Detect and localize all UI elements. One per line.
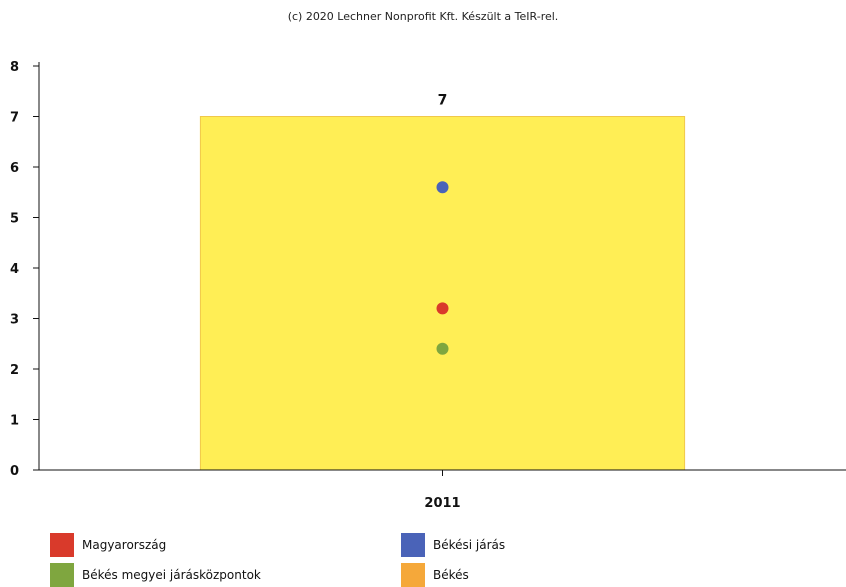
y-tick-label: 0 — [10, 464, 19, 479]
legend-swatch-magyarorszag — [50, 533, 74, 557]
x-tick-label: 2011 — [424, 496, 460, 511]
data-point — [436, 302, 449, 315]
y-tick-label: 1 — [10, 414, 19, 429]
y-tick-label: 3 — [10, 313, 19, 328]
legend-item-magyarorszag[interactable]: Magyarország — [50, 533, 166, 557]
y-tick-label: 7 — [10, 111, 19, 126]
legend-label-bekes: Békés — [433, 568, 469, 582]
bar — [199, 116, 686, 471]
y-tick-label: 8 — [10, 60, 19, 75]
legend-item-bekes[interactable]: Békés — [401, 563, 469, 587]
y-tick-label: 6 — [10, 161, 19, 176]
y-tick-label: 4 — [10, 262, 19, 277]
legend-swatch-bekes-megyei-jaraskozpontok — [50, 563, 74, 587]
legend-swatch-bekesi-jaras — [401, 533, 425, 557]
legend-item-bekes-megyei-jaraskozpontok[interactable]: Békés megyei járásközpontok — [50, 563, 261, 587]
y-tick-label: 5 — [10, 212, 19, 227]
legend-label-magyarorszag: Magyarország — [82, 538, 167, 552]
legend-item-bekesi-jaras[interactable]: Békési járás — [401, 533, 505, 557]
chart-credit: (c) 2020 Lechner Nonprofit Kft. Készült … — [287, 10, 559, 23]
legend-label-bekes-megyei-jaraskozpontok: Békés megyei járásközpontok — [82, 568, 261, 582]
legend-swatch-bekes — [401, 563, 425, 587]
legend-label-bekesi-jaras: Békési járás — [433, 538, 506, 552]
data-point — [436, 181, 449, 194]
bar-data-label: 7 — [438, 93, 448, 109]
data-point — [436, 342, 449, 355]
y-tick-label: 2 — [10, 363, 19, 378]
